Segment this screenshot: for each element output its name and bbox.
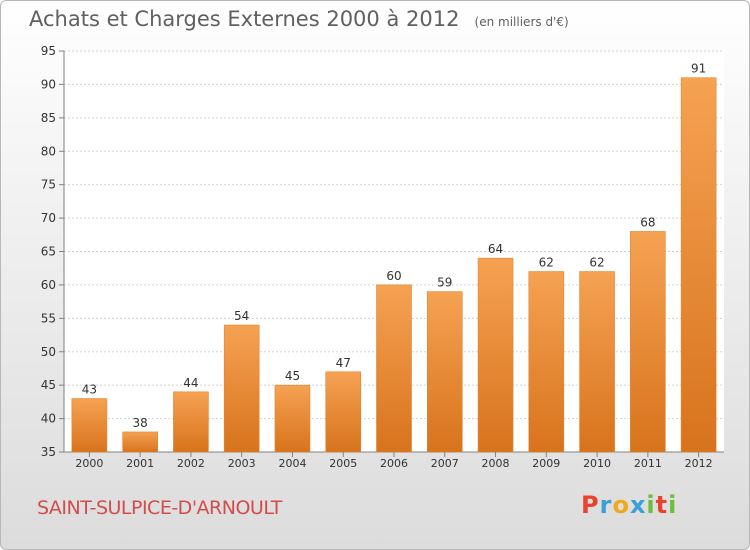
logo-letter: o: [612, 491, 630, 519]
logo-letter: t: [655, 491, 669, 519]
data-label: 44: [183, 376, 198, 390]
bar: [122, 431, 158, 453]
data-label: 43: [82, 383, 97, 397]
y-tick-label: 60: [41, 278, 56, 292]
logo-letter: P: [581, 491, 600, 519]
y-tick-label: 40: [41, 412, 56, 426]
logo-letter: i: [646, 491, 656, 519]
x-tick-label: 2008: [482, 457, 510, 470]
x-tick-label: 2009: [532, 457, 560, 470]
bar: [325, 371, 362, 453]
y-tick-label: 80: [41, 144, 56, 158]
bar: [223, 324, 260, 453]
bar: [579, 271, 615, 453]
data-label: 62: [589, 256, 604, 270]
bar: [274, 384, 311, 453]
x-tick-label: 2005: [329, 457, 357, 470]
data-label: 54: [234, 309, 249, 323]
data-label: 38: [133, 416, 148, 430]
y-tick-label: 35: [41, 445, 56, 459]
chart-unit: (en milliers d'€): [474, 15, 569, 29]
x-tick-label: 2012: [685, 457, 713, 470]
x-tick-label: 2001: [126, 457, 154, 470]
chart-title: Achats et Charges Externes 2000 à 2012: [29, 7, 460, 31]
y-tick-label: 75: [41, 178, 56, 192]
bar: [173, 391, 209, 453]
commune-name: SAINT-SULPICE-D'ARNOULT: [37, 497, 282, 519]
x-tick-label: 2003: [228, 457, 256, 470]
x-tick-label: 2004: [278, 457, 306, 470]
y-tick-label: 90: [41, 77, 56, 91]
bar: [71, 398, 108, 453]
y-tick-label: 95: [41, 44, 56, 58]
y-tick-label: 55: [41, 311, 56, 325]
x-tick-label: 2006: [380, 457, 408, 470]
bar: [630, 231, 666, 453]
bar: [376, 284, 412, 453]
data-label: 60: [386, 269, 401, 283]
x-tick-label: 2010: [583, 457, 611, 470]
y-tick-label: 45: [41, 378, 56, 392]
logo-letter: x: [629, 491, 647, 519]
x-tick-label: 2011: [634, 457, 662, 470]
data-label: 91: [691, 62, 706, 76]
data-label: 68: [640, 215, 655, 229]
y-tick-label: 50: [41, 345, 56, 359]
x-tick-label: 2002: [177, 457, 205, 470]
bar: [426, 291, 463, 453]
bar: [477, 257, 514, 453]
data-label: 45: [285, 369, 300, 383]
data-label: 59: [437, 276, 452, 290]
chart-title-block: Achats et Charges Externes 2000 à 2012 (…: [29, 7, 569, 31]
x-tick-label: 2000: [75, 457, 103, 470]
bar: [680, 77, 717, 453]
y-tick-label: 70: [41, 211, 56, 225]
y-tick-label: 85: [41, 111, 56, 125]
y-tick-label: 65: [41, 245, 56, 259]
bar: [528, 271, 565, 453]
logo-letter: i: [668, 491, 678, 519]
x-tick-label: 2007: [431, 457, 459, 470]
data-label: 64: [488, 242, 503, 256]
data-label: 62: [539, 256, 554, 270]
data-label: 47: [336, 356, 351, 370]
proxiti-logo[interactable]: Proxiti: [581, 491, 677, 519]
logo-letter: r: [599, 491, 613, 519]
